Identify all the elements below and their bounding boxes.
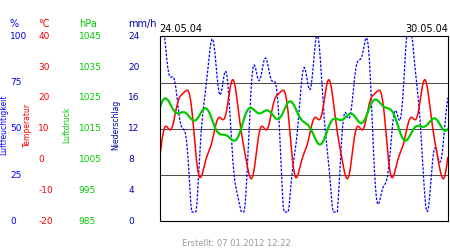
- Text: Luftfeuchtigkeit: Luftfeuchtigkeit: [0, 95, 8, 155]
- Text: 1015: 1015: [79, 124, 102, 133]
- Text: 16: 16: [128, 94, 140, 102]
- Text: 0: 0: [10, 217, 16, 226]
- Text: 995: 995: [79, 186, 96, 195]
- Text: 24.05.04: 24.05.04: [160, 24, 203, 34]
- Text: 100: 100: [10, 32, 27, 41]
- Text: 4: 4: [128, 186, 134, 195]
- Text: 20: 20: [38, 94, 50, 102]
- Text: 24: 24: [128, 32, 140, 41]
- Text: Niederschlag: Niederschlag: [112, 100, 121, 150]
- Text: 1035: 1035: [79, 62, 102, 72]
- Text: 30.05.04: 30.05.04: [405, 24, 448, 34]
- Text: 75: 75: [10, 78, 22, 87]
- Text: 1005: 1005: [79, 155, 102, 164]
- Text: 10: 10: [38, 124, 50, 133]
- Text: 40: 40: [38, 32, 50, 41]
- Text: 1045: 1045: [79, 32, 102, 41]
- Text: 1025: 1025: [79, 94, 102, 102]
- Text: Luftdruck: Luftdruck: [62, 107, 71, 143]
- Text: 0: 0: [38, 155, 44, 164]
- Text: °C: °C: [38, 19, 50, 29]
- Text: 50: 50: [10, 124, 22, 133]
- Text: 30: 30: [38, 62, 50, 72]
- Text: mm/h: mm/h: [128, 19, 157, 29]
- Text: 8: 8: [128, 155, 134, 164]
- Text: 25: 25: [10, 170, 21, 179]
- Text: Erstellt: 07.01.2012 12:22: Erstellt: 07.01.2012 12:22: [182, 238, 291, 248]
- Text: 0: 0: [128, 217, 134, 226]
- Text: 985: 985: [79, 217, 96, 226]
- Text: 20: 20: [128, 62, 140, 72]
- Text: -10: -10: [38, 186, 53, 195]
- Text: Temperatur: Temperatur: [22, 103, 32, 147]
- Text: -20: -20: [38, 217, 53, 226]
- Text: hPa: hPa: [79, 19, 97, 29]
- Text: %: %: [10, 19, 19, 29]
- Text: 12: 12: [128, 124, 140, 133]
